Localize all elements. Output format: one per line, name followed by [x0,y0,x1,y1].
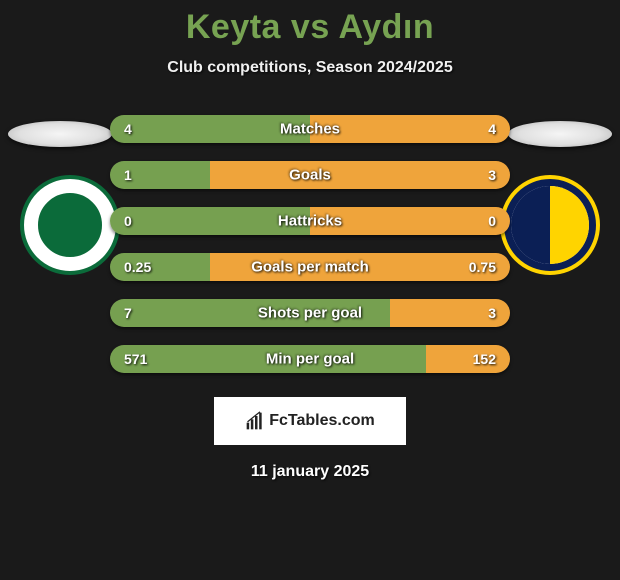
stat-value-left: 7 [124,305,132,321]
stat-value-left: 1 [124,167,132,183]
stat-value-left: 571 [124,351,147,367]
stat-label: Hattricks [278,213,342,230]
comparison-bars: 4 4 Matches 1 3 Goals 0 0 Hattricks 0.25 0.75 Goals… [110,99,510,373]
club-badge-left [20,175,120,275]
stat-value-right: 3 [488,167,496,183]
stat-bar-right [426,345,510,373]
player-right-name: Aydın [338,8,434,46]
stat-value-left: 4 [124,121,132,137]
subtitle: Club competitions, Season 2024/2025 [0,59,620,77]
stat-value-right: 0 [488,213,496,229]
stat-value-left: 0 [124,213,132,229]
stat-label: Goals [289,167,331,184]
comparison-infographic: Keyta vs Aydın Club competitions, Season… [0,0,620,580]
club-badge-left-inner [35,190,105,260]
stat-label: Shots per goal [258,305,362,322]
fctables-icon [245,411,265,431]
stat-value-right: 3 [488,305,496,321]
vs-text: vs [291,8,330,46]
stat-value-right: 4 [488,121,496,137]
player-left-name: Keyta [186,8,281,46]
stat-row: 4 4 Matches [110,115,510,143]
stat-value-left: 0.25 [124,259,151,275]
brand-text: FcTables.com [269,412,375,430]
stat-value-right: 152 [473,351,496,367]
stat-label: Matches [280,121,340,138]
player-right-avatar-placeholder [508,121,612,147]
stat-label: Goals per match [251,259,369,276]
brand-footer: FcTables.com [214,397,406,445]
stat-row: 0.25 0.75 Goals per match [110,253,510,281]
stat-row: 1 3 Goals [110,161,510,189]
club-badge-right-inner [511,186,589,264]
stat-label: Min per goal [266,351,354,368]
player-left-avatar-placeholder [8,121,112,147]
stat-row: 571 152 Min per goal [110,345,510,373]
stat-value-right: 0.75 [469,259,496,275]
club-badge-right [500,175,600,275]
page-title: Keyta vs Aydın [0,8,620,47]
comparison-body: 4 4 Matches 1 3 Goals 0 0 Hattricks 0.25 0.75 Goals… [0,99,620,373]
stat-bar-right [210,161,510,189]
date-label: 11 january 2025 [0,463,620,481]
stat-row: 7 3 Shots per goal [110,299,510,327]
stat-row: 0 0 Hattricks [110,207,510,235]
